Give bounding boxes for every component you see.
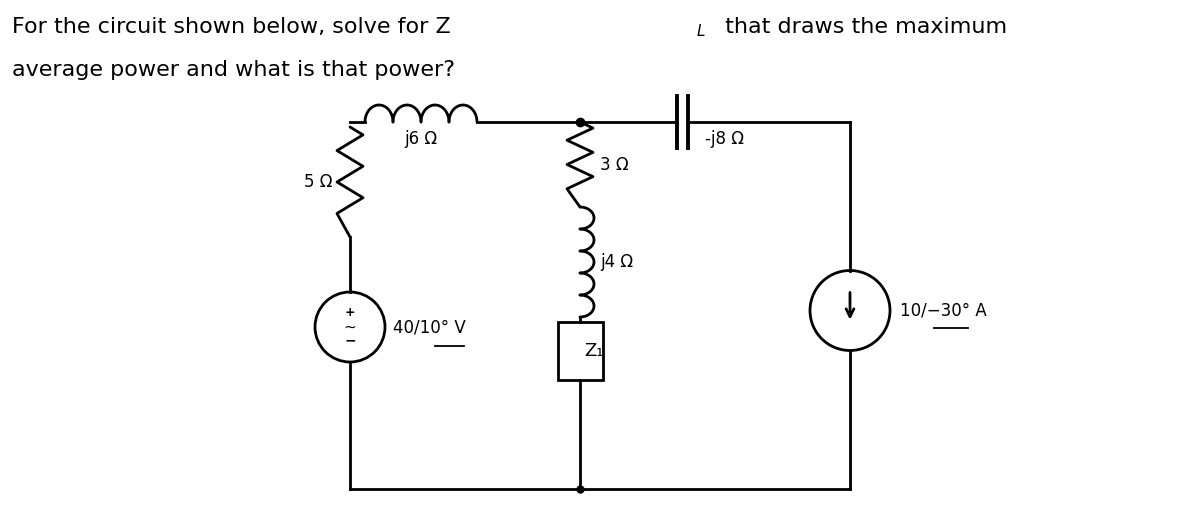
Text: ~: ~ bbox=[343, 319, 356, 335]
Text: For the circuit shown below, solve for Z: For the circuit shown below, solve for Z bbox=[12, 17, 451, 37]
Text: 10/−30° A: 10/−30° A bbox=[900, 301, 986, 319]
Text: 5 Ω: 5 Ω bbox=[304, 173, 332, 191]
Text: -j8 Ω: -j8 Ω bbox=[704, 130, 744, 148]
Text: Z₁: Z₁ bbox=[584, 342, 604, 360]
Bar bbox=[558, 322, 602, 380]
Text: L: L bbox=[697, 24, 706, 39]
Text: 40/10° V: 40/10° V bbox=[394, 318, 466, 336]
Text: average power and what is that power?: average power and what is that power? bbox=[12, 60, 455, 80]
Text: +: + bbox=[344, 307, 355, 319]
Text: −: − bbox=[344, 333, 356, 347]
Text: 3 Ω: 3 Ω bbox=[600, 155, 629, 173]
Text: that draws the maximum: that draws the maximum bbox=[718, 17, 1007, 37]
Text: j6 Ω: j6 Ω bbox=[404, 130, 438, 148]
Text: j4 Ω: j4 Ω bbox=[600, 253, 634, 271]
